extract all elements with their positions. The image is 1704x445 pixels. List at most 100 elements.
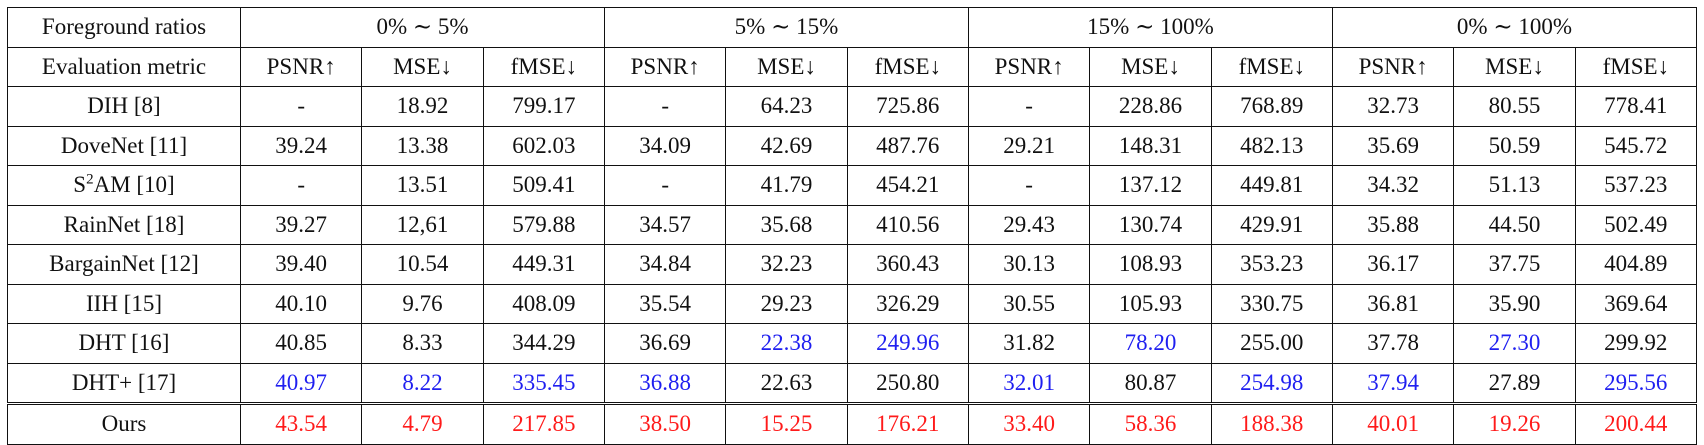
metric-header-mse: MSE↓ <box>361 46 484 87</box>
metric-value: 30.55 <box>967 283 1091 324</box>
metric-value: 40.01 <box>1331 402 1455 445</box>
results-body: DIH [8] -18.92 799.17-64.23 725.86-228.86 76… <box>7 86 1698 445</box>
metric-value: 799.17 <box>482 86 605 127</box>
metric-value: 410.56 <box>846 204 969 245</box>
method-name: DIH [8] <box>7 86 241 127</box>
metric-value: 27.30 <box>1453 323 1576 364</box>
table-row: DHT+ [17] 40.97 8.22 335.45 36.88 22.63 250.80… <box>7 362 1698 404</box>
metric-value: 32.23 <box>725 244 848 285</box>
method-name-prefix: S <box>73 172 87 198</box>
method-name-rest: AM [10] <box>93 172 175 198</box>
metric-value: 80.87 <box>1089 362 1212 404</box>
metric-value: 255.00 <box>1210 323 1333 364</box>
metric-value: 778.41 <box>1574 86 1698 127</box>
metric-value: 579.88 <box>482 204 605 245</box>
metric-value: 502.49 <box>1574 204 1698 245</box>
metric-value: 40.97 <box>239 362 363 404</box>
group-header: 15% ∼ 100% <box>967 7 1333 48</box>
metric-value: 36.81 <box>1331 283 1455 324</box>
table-row: IIH [15] 40.10 9.76 408.09 35.54 29.23 326.29 3… <box>7 283 1698 324</box>
metric-value: 105.93 <box>1089 283 1212 324</box>
metric-value: 42.69 <box>725 125 848 166</box>
metric-header-fmse: fMSE↓ <box>1574 46 1698 87</box>
metric-value: 27.89 <box>1453 362 1576 404</box>
metric-value: 13.51 <box>361 165 484 206</box>
metric-value: 130.74 <box>1089 204 1212 245</box>
metric-value: 35.68 <box>725 204 848 245</box>
results-table: Foreground ratios 0% ∼ 5% 5% ∼ 15% 15% ∼… <box>7 7 1698 445</box>
metric-value: 8.22 <box>361 362 484 404</box>
metric-value: 249.96 <box>846 323 969 364</box>
metric-value: 482.13 <box>1210 125 1333 166</box>
method-name: RainNet [18] <box>7 204 241 245</box>
metric-value: 10.54 <box>361 244 484 285</box>
metric-value: 13.38 <box>361 125 484 166</box>
metric-value: 602.03 <box>482 125 605 166</box>
group-header: 5% ∼ 15% <box>603 7 969 48</box>
metric-value: 725.86 <box>846 86 969 127</box>
metric-value: - <box>967 165 1091 206</box>
metric-value: 34.84 <box>603 244 727 285</box>
metric-value: 41.79 <box>725 165 848 206</box>
table-row: DHT [16] 40.85 8.33 344.29 36.69 22.38 249.96 3… <box>7 323 1698 364</box>
metric-value: - <box>603 165 727 206</box>
metric-value: 22.38 <box>725 323 848 364</box>
table-row: BargainNet [12] 39.40 10.54 449.31 34.84 32.2… <box>7 244 1698 285</box>
metric-header-fmse: fMSE↓ <box>846 46 969 87</box>
metric-value: 188.38 <box>1210 402 1333 445</box>
metric-value: 545.72 <box>1574 125 1698 166</box>
metric-value: 30.13 <box>967 244 1091 285</box>
metric-value: 250.80 <box>846 362 969 404</box>
metric-value: 148.31 <box>1089 125 1212 166</box>
metric-value: 404.89 <box>1574 244 1698 285</box>
metric-value: 509.41 <box>482 165 605 206</box>
foreground-ratios-label: Foreground ratios <box>7 7 241 48</box>
metric-value: 44.50 <box>1453 204 1576 245</box>
metric-value: 29.43 <box>967 204 1091 245</box>
metric-value: 32.01 <box>967 362 1091 404</box>
header-row-ratios: Foreground ratios 0% ∼ 5% 5% ∼ 15% 15% ∼… <box>7 7 1698 48</box>
metric-value: 35.54 <box>603 283 727 324</box>
metric-value: 8.33 <box>361 323 484 364</box>
metric-value: 40.85 <box>239 323 363 364</box>
metric-header-psnr: PSNR↑ <box>967 46 1091 87</box>
metric-value: 50.59 <box>1453 125 1576 166</box>
metric-value: 408.09 <box>482 283 605 324</box>
method-name: IIH [15] <box>7 283 241 324</box>
table-row: Ours 43.54 4.79 217.85 38.50 15.25 176.21 33.40… <box>7 402 1698 445</box>
method-name: DoveNet [11] <box>7 125 241 166</box>
metric-value: 80.55 <box>1453 86 1576 127</box>
metric-value: 64.23 <box>725 86 848 127</box>
metric-value: 37.94 <box>1331 362 1455 404</box>
metric-value: 330.75 <box>1210 283 1333 324</box>
metric-value: 108.93 <box>1089 244 1212 285</box>
method-name: S2AM [10] <box>7 165 241 206</box>
metric-value: 37.78 <box>1331 323 1455 364</box>
metric-value: 78.20 <box>1089 323 1212 364</box>
metric-value: 537.23 <box>1574 165 1698 206</box>
metric-value: 19.26 <box>1453 402 1576 445</box>
metric-value: 9.76 <box>361 283 484 324</box>
metric-value: 51.13 <box>1453 165 1576 206</box>
evaluation-metric-label: Evaluation metric <box>7 46 241 87</box>
metric-value: 15.25 <box>725 402 848 445</box>
method-name: DHT+ [17] <box>7 362 241 404</box>
metric-value: 360.43 <box>846 244 969 285</box>
metric-value: 344.29 <box>482 323 605 364</box>
metric-value: 295.56 <box>1574 362 1698 404</box>
metric-value: 12,61 <box>361 204 484 245</box>
metric-value: 35.90 <box>1453 283 1576 324</box>
group-header: 0% ∼ 5% <box>240 7 605 48</box>
header-row-metrics: Evaluation metric PSNR↑ MSE↓ fMSE↓ PSNR↑… <box>7 46 1698 87</box>
table-row: DIH [8] -18.92 799.17-64.23 725.86-228.86 76… <box>7 86 1698 127</box>
metric-value: 29.23 <box>725 283 848 324</box>
metric-value: - <box>239 165 363 206</box>
metric-value: - <box>967 86 1091 127</box>
metric-value: 299.92 <box>1574 323 1698 364</box>
metric-value: 22.63 <box>725 362 848 404</box>
metric-value: 34.57 <box>603 204 727 245</box>
metric-value: 36.17 <box>1331 244 1455 285</box>
metric-value: 18.92 <box>361 86 484 127</box>
metric-value: 4.79 <box>361 402 484 445</box>
metric-header-mse: MSE↓ <box>1089 46 1212 87</box>
